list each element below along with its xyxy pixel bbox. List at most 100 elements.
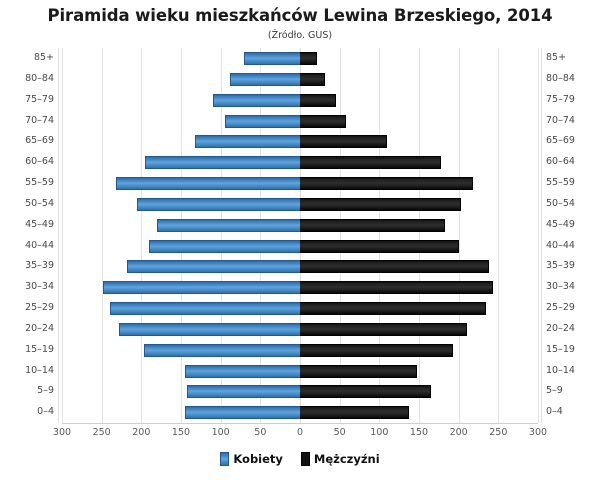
bar-female[interactable] xyxy=(184,406,300,420)
bar-male[interactable] xyxy=(300,281,493,295)
age-group-label-left: 5–9 xyxy=(37,385,54,397)
bar-female[interactable] xyxy=(230,72,300,86)
bar-female[interactable] xyxy=(109,302,300,315)
x-axis-tick-label: 250 xyxy=(92,427,111,438)
age-group-label-left: 85+ xyxy=(33,52,54,63)
bar-female[interactable] xyxy=(119,322,300,336)
bar-female[interactable] xyxy=(157,218,300,232)
age-group-label-right: 55–59 xyxy=(546,177,575,188)
bar-male[interactable] xyxy=(300,197,462,211)
bar-female[interactable] xyxy=(145,156,300,170)
bar-male[interactable] xyxy=(300,302,487,315)
age-group-label-right: 25–29 xyxy=(546,302,575,313)
chart-legend: Kobiety Mężczyźni xyxy=(0,452,600,466)
age-group-label-right: 50–54 xyxy=(546,197,575,209)
bar-male[interactable] xyxy=(300,156,442,170)
age-group-label-left: 10–14 xyxy=(25,364,54,376)
age-group-label-left: 0–4 xyxy=(37,406,54,418)
age-group-label-left: 50–54 xyxy=(25,197,54,209)
age-group-label-right: 85+ xyxy=(546,52,567,63)
pyramid-row xyxy=(62,131,538,152)
pyramid-row xyxy=(62,319,538,340)
age-group-label-right: 35–39 xyxy=(546,260,575,272)
x-axis-tick-label: 100 xyxy=(370,427,389,438)
right-label-divider xyxy=(541,48,542,423)
pyramid-row xyxy=(62,256,538,277)
age-group-label-right: 70–74 xyxy=(546,114,575,126)
pyramid-row xyxy=(62,236,538,257)
bar-male[interactable] xyxy=(300,406,410,420)
bar-female[interactable] xyxy=(103,281,300,295)
grid-line xyxy=(141,48,143,423)
legend-label-mezczyzni: Mężczyźni xyxy=(313,452,380,466)
pyramid-row xyxy=(62,381,538,402)
plot-area xyxy=(62,48,539,423)
grid-line xyxy=(379,48,381,423)
bar-male[interactable] xyxy=(300,385,431,399)
grid-line xyxy=(181,48,182,423)
age-group-label-right: 30–34 xyxy=(546,281,575,293)
bar-male[interactable] xyxy=(300,364,418,378)
pyramid-row xyxy=(62,361,538,382)
bar-female[interactable] xyxy=(195,135,300,149)
bar-male[interactable] xyxy=(300,177,473,190)
age-group-label-right: 80–84 xyxy=(546,72,575,84)
left-label-divider xyxy=(58,48,59,423)
legend-swatch-female-icon xyxy=(220,452,230,466)
bar-male[interactable] xyxy=(300,114,346,128)
x-axis-tick-label: 50 xyxy=(333,427,346,438)
legend-swatch-male-icon xyxy=(300,452,310,466)
chart-title: Piramida wieku mieszkańców Lewina Brzesk… xyxy=(47,6,553,25)
bar-male[interactable] xyxy=(300,52,318,65)
age-group-label-left: 45–49 xyxy=(25,218,54,230)
x-axis-tick-label: 100 xyxy=(211,427,230,438)
pyramid-row xyxy=(62,111,538,132)
x-axis-tick-label: 0 xyxy=(296,427,304,438)
pyramid-row xyxy=(62,90,538,111)
bar-male[interactable] xyxy=(300,322,467,336)
bar-male[interactable] xyxy=(300,239,459,253)
grid-line xyxy=(220,48,222,423)
pyramid-row xyxy=(62,298,538,319)
pyramid-row xyxy=(62,215,538,236)
grid-line xyxy=(538,48,539,423)
legend-item-mezczyzni[interactable]: Mężczyźni xyxy=(300,452,380,466)
age-group-label-left: 25–29 xyxy=(25,302,54,313)
pyramid-row xyxy=(62,48,538,69)
bar-male[interactable] xyxy=(300,260,489,274)
pyramid-row xyxy=(62,402,538,423)
age-group-label-left: 30–34 xyxy=(25,281,54,293)
legend-item-kobiety[interactable]: Kobiety xyxy=(220,452,283,466)
age-group-label-right: 65–69 xyxy=(546,135,575,147)
bar-female[interactable] xyxy=(184,364,300,378)
pyramid-row xyxy=(62,173,538,194)
bar-male[interactable] xyxy=(300,72,326,86)
bar-male[interactable] xyxy=(300,218,446,232)
pyramid-row xyxy=(62,69,538,90)
bar-male[interactable] xyxy=(300,135,388,149)
bar-female[interactable] xyxy=(149,239,300,253)
age-group-label-left: 75–79 xyxy=(25,93,54,105)
age-group-label-left: 80–84 xyxy=(25,72,54,84)
bar-female[interactable] xyxy=(137,197,300,211)
legend-label-kobiety: Kobiety xyxy=(233,452,283,466)
age-group-label-right: 10–14 xyxy=(546,364,575,376)
bar-female[interactable] xyxy=(115,177,300,190)
grid-line xyxy=(419,48,420,423)
bar-female[interactable] xyxy=(224,114,300,128)
age-group-label-right: 60–64 xyxy=(546,156,575,168)
bar-female[interactable] xyxy=(143,343,300,357)
grid-line xyxy=(339,48,341,423)
age-group-label-left: 55–59 xyxy=(25,177,54,188)
bar-female[interactable] xyxy=(212,93,300,107)
grid-line xyxy=(101,48,103,423)
x-axis-tick-label: 250 xyxy=(489,427,508,438)
bar-female[interactable] xyxy=(186,385,300,399)
bar-male[interactable] xyxy=(300,343,454,357)
bar-male[interactable] xyxy=(300,93,336,107)
bar-female[interactable] xyxy=(127,260,300,274)
x-axis-tick-label: 150 xyxy=(409,427,429,438)
bar-female[interactable] xyxy=(244,52,300,65)
age-group-label-left: 65–69 xyxy=(25,135,54,147)
x-axis-tick-label: 300 xyxy=(52,427,72,438)
